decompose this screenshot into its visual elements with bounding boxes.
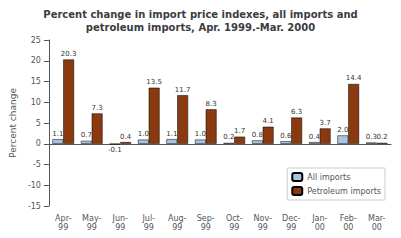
svg-text:0.7: 0.7: [81, 131, 92, 139]
svg-text:99: 99: [229, 223, 239, 232]
svg-text:Jun-: Jun-: [112, 214, 128, 223]
svg-text:3.7: 3.7: [320, 119, 331, 127]
svg-text:0.2: 0.2: [377, 133, 388, 141]
svg-text:Sep-: Sep-: [197, 214, 215, 223]
svg-text:7.3: 7.3: [92, 104, 103, 112]
svg-text:25: 25: [31, 36, 41, 45]
svg-text:Petroleum imports: Petroleum imports: [307, 187, 381, 196]
svg-text:Feb-: Feb-: [340, 214, 357, 223]
svg-text:-15: -15: [28, 202, 41, 211]
svg-text:13.5: 13.5: [146, 78, 162, 86]
svg-text:4.1: 4.1: [263, 117, 274, 125]
svg-text:5: 5: [36, 119, 41, 128]
svg-text:0: 0: [36, 139, 41, 148]
svg-text:Percent change in import price: Percent change in import price indexes, …: [43, 9, 357, 20]
svg-text:0.3: 0.3: [366, 133, 377, 141]
svg-text:1.1: 1.1: [52, 130, 63, 138]
svg-text:99: 99: [201, 223, 211, 232]
svg-text:10: 10: [31, 98, 41, 107]
svg-text:Percent change: Percent change: [8, 88, 18, 158]
svg-text:99: 99: [115, 223, 125, 232]
svg-text:99: 99: [58, 223, 68, 232]
svg-text:1.0: 1.0: [138, 130, 149, 138]
svg-text:Jul-: Jul-: [141, 214, 155, 223]
svg-text:00: 00: [315, 223, 325, 232]
svg-text:99: 99: [144, 223, 154, 232]
svg-text:1.0: 1.0: [195, 130, 206, 138]
svg-text:-10: -10: [28, 181, 41, 190]
svg-text:99: 99: [286, 223, 296, 232]
svg-text:00: 00: [372, 223, 382, 232]
svg-text:0.2: 0.2: [223, 133, 234, 141]
svg-text:20.3: 20.3: [61, 50, 77, 58]
svg-text:0.8: 0.8: [252, 131, 263, 139]
svg-text:-0.1: -0.1: [108, 146, 122, 154]
svg-text:Oct-: Oct-: [226, 214, 243, 223]
svg-text:-5: -5: [33, 160, 41, 169]
svg-text:20: 20: [31, 56, 41, 65]
svg-text:0.4: 0.4: [120, 133, 132, 141]
svg-text:Aug-: Aug-: [168, 214, 187, 223]
svg-text:1.7: 1.7: [234, 127, 245, 135]
svg-text:May-: May-: [82, 214, 101, 223]
svg-text:Nov-: Nov-: [254, 214, 272, 223]
svg-text:Dec-: Dec-: [282, 214, 300, 223]
svg-text:Mar-: Mar-: [368, 214, 386, 223]
svg-text:2.0: 2.0: [337, 126, 348, 134]
svg-text:14.4: 14.4: [346, 74, 362, 82]
svg-text:99: 99: [258, 223, 268, 232]
svg-text:Jan-: Jan-: [311, 214, 327, 223]
svg-text:8.3: 8.3: [206, 100, 217, 108]
svg-text:99: 99: [172, 223, 182, 232]
svg-text:11.7: 11.7: [175, 86, 191, 94]
svg-text:petroleum imports, Apr. 1999.-: petroleum imports, Apr. 1999.-Mar. 2000: [86, 22, 315, 33]
svg-text:99: 99: [87, 223, 97, 232]
svg-text:00: 00: [343, 223, 353, 232]
svg-text:6.3: 6.3: [291, 108, 302, 116]
svg-text:15: 15: [31, 77, 41, 86]
svg-text:0.4: 0.4: [309, 133, 321, 141]
svg-text:1.1: 1.1: [166, 130, 177, 138]
svg-text:0.6: 0.6: [280, 132, 292, 140]
svg-text:All imports: All imports: [307, 173, 350, 182]
svg-text:Apr-: Apr-: [55, 214, 71, 223]
